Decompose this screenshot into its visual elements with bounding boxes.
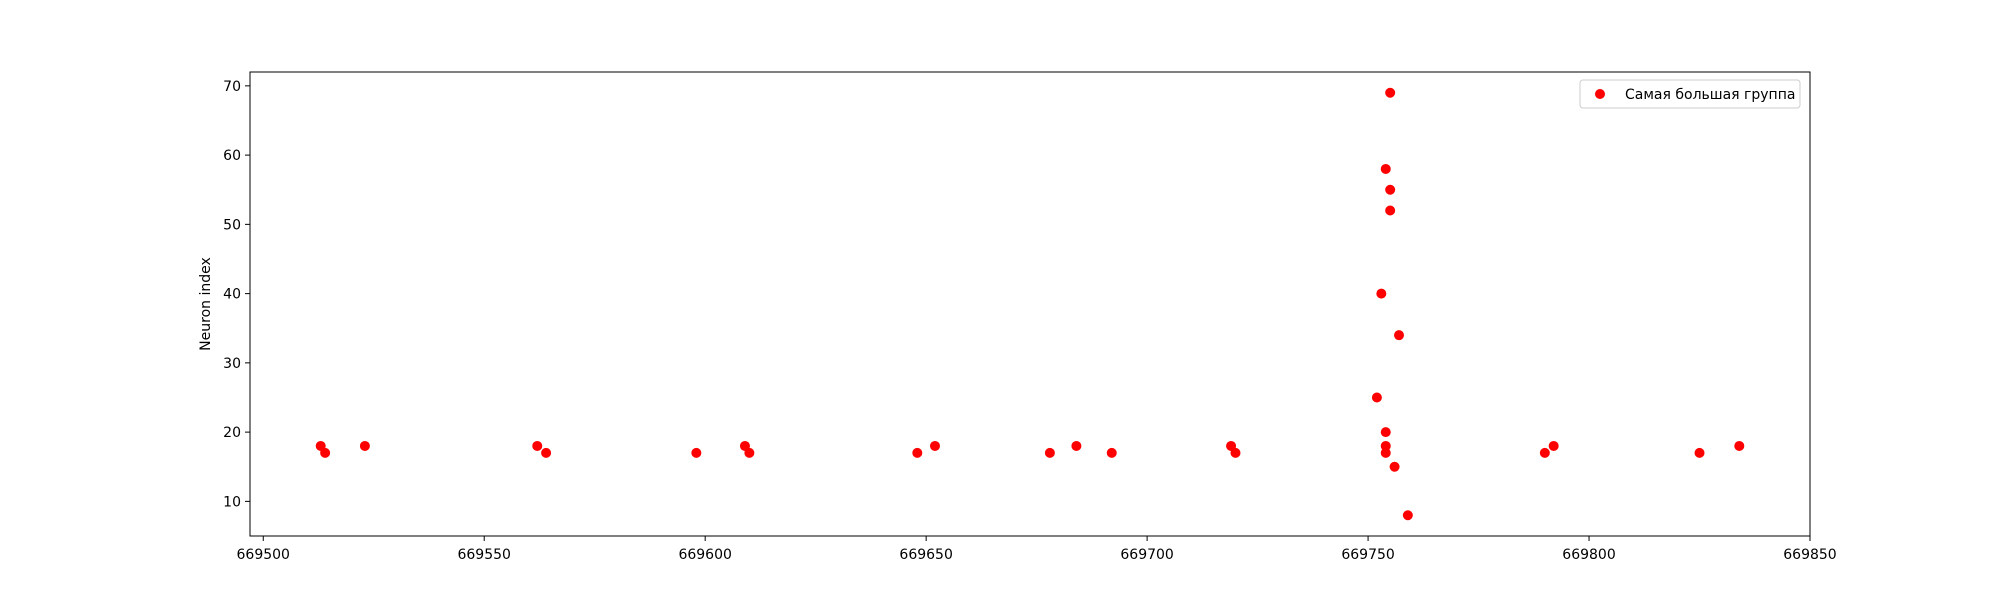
data-point (1389, 461, 1400, 472)
data-point (1385, 87, 1396, 98)
data-point (1380, 427, 1391, 438)
data-point (1548, 440, 1559, 451)
plot-frame (249, 71, 1811, 537)
y-tick-label: 20 (223, 425, 241, 441)
y-tick-label: 10 (223, 494, 241, 510)
legend-box (1579, 79, 1801, 109)
x-tick-label: 669750 (1341, 547, 1394, 563)
legend-label: Самая большая группа (1625, 87, 1795, 103)
data-point (1044, 447, 1055, 458)
legend-marker (1595, 89, 1605, 99)
y-tick-label: 40 (223, 287, 241, 303)
data-point (1402, 510, 1413, 521)
data-point (1385, 205, 1396, 216)
data-point (1694, 447, 1705, 458)
data-point (1380, 447, 1391, 458)
data-point (1539, 447, 1550, 458)
y-axis-label: Neuron index (198, 257, 214, 351)
data-point (744, 447, 755, 458)
data-point (532, 440, 543, 451)
data-point (929, 440, 940, 451)
data-point (1385, 184, 1396, 195)
data-point (912, 447, 923, 458)
x-axis-ticks: 669500 669550 669600 669650 669700 669750 6698… (237, 536, 1837, 563)
x-tick-label: 669550 (457, 547, 510, 563)
data-point (1394, 330, 1405, 341)
y-tick-label: 60 (223, 148, 241, 164)
data-point (1230, 447, 1241, 458)
data-point (1376, 288, 1387, 299)
y-tick-label: 30 (223, 356, 241, 372)
x-tick-label: 669500 (237, 547, 290, 563)
x-tick-label: 669650 (899, 547, 952, 563)
data-point (320, 447, 331, 458)
data-point (1071, 440, 1082, 451)
legend: Самая большая группа (1579, 79, 1801, 109)
x-tick-label: 669800 (1562, 547, 1615, 563)
y-axis-ticks: 10 20 30 40 50 60 70 (223, 79, 250, 510)
x-tick-label: 669600 (678, 547, 731, 563)
x-tick-label: 669700 (1120, 547, 1173, 563)
data-point (1106, 447, 1117, 458)
data-point (1371, 392, 1382, 403)
data-point (691, 447, 702, 458)
data-point (1380, 440, 1391, 451)
data-points (315, 87, 1745, 521)
data-point (541, 447, 552, 458)
y-tick-label: 50 (223, 217, 241, 233)
data-point (359, 440, 370, 451)
y-tick-label: 70 (223, 79, 241, 95)
data-point (1734, 440, 1745, 451)
x-tick-label: 669850 (1783, 547, 1836, 563)
data-point (1380, 163, 1391, 174)
